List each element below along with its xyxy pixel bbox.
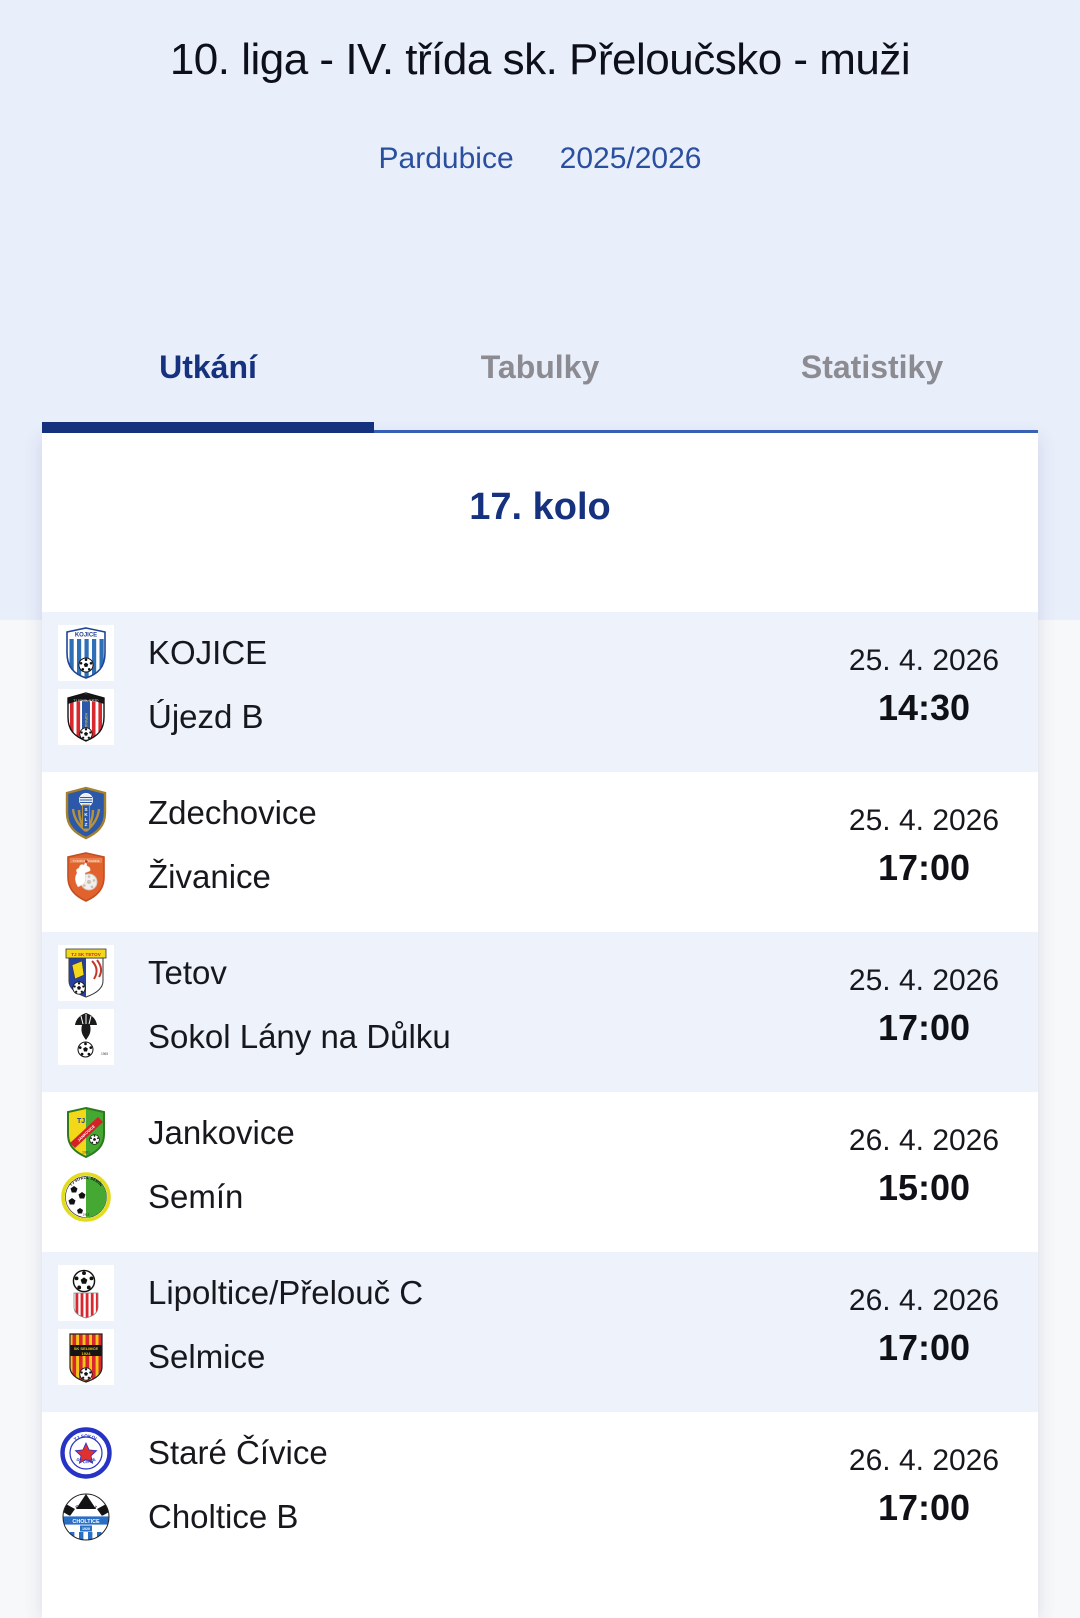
zdechovice-logo [58, 785, 114, 841]
match-date: 26. 4. 2026 [848, 1284, 1000, 1317]
round-title: 17. kolo [469, 486, 611, 528]
match-time: 17:00 [877, 1007, 971, 1048]
teams-column: Jankovice Semín [58, 1092, 824, 1252]
match-datetime: 25. 4. 2026 17:00 [824, 772, 1024, 932]
away-team-name: Újezd B [148, 698, 264, 735]
home-team-name: Lipoltice/Přelouč C [148, 1274, 424, 1311]
fixtures-card: 17. kolo KOJICE Újezd B 25. 4. 2026 14:3… [42, 433, 1038, 1618]
home-team: KOJICE [58, 622, 824, 684]
away-team: Choltice B [58, 1486, 824, 1548]
home-team-name: Jankovice [148, 1114, 295, 1151]
away-team: Živanice [58, 846, 824, 908]
zivanice-logo [58, 849, 114, 905]
match-row[interactable]: Tetov Sokol Lány na Důlku 25. 4. 2026 17… [42, 932, 1038, 1092]
sokol-lany-logo [58, 1009, 114, 1065]
teams-column: KOJICE Újezd B [58, 612, 824, 772]
semin-logo [58, 1169, 114, 1225]
away-team-name: Selmice [148, 1338, 266, 1375]
match-list: KOJICE Újezd B 25. 4. 2026 14:30 Zdechov… [42, 612, 1038, 1572]
home-team-name: Tetov [148, 954, 227, 991]
match-datetime: 26. 4. 2026 15:00 [824, 1092, 1024, 1252]
active-tab-indicator [42, 422, 374, 433]
away-team: Semín [58, 1166, 824, 1228]
match-datetime: 26. 4. 2026 17:00 [824, 1252, 1024, 1412]
home-team: Lipoltice/Přelouč C [58, 1262, 824, 1324]
match-row[interactable]: Lipoltice/Přelouč C Selmice 26. 4. 2026 … [42, 1252, 1038, 1412]
away-team: Sokol Lány na Důlku [58, 1006, 824, 1068]
match-time: 17:00 [877, 1327, 971, 1368]
choltice-logo [58, 1489, 114, 1545]
away-team-name: Choltice B [148, 1498, 299, 1535]
match-time: 17:00 [877, 847, 971, 888]
home-team: Jankovice [58, 1102, 824, 1164]
match-date: 26. 4. 2026 [848, 1444, 1000, 1477]
home-team: Tetov [58, 942, 824, 1004]
away-team-name: Semín [148, 1178, 244, 1215]
tetov-logo [58, 945, 114, 1001]
ujezd-b-logo [58, 689, 114, 745]
match-datetime: 25. 4. 2026 14:30 [824, 612, 1024, 772]
kojice-logo [58, 625, 114, 681]
match-date: 26. 4. 2026 [848, 1124, 1000, 1157]
match-time: 15:00 [877, 1167, 971, 1208]
home-team-name: Zdechovice [148, 794, 317, 831]
match-datetime: 25. 4. 2026 17:00 [824, 932, 1024, 1092]
match-time: 17:00 [877, 1487, 971, 1528]
away-team: Újezd B [58, 686, 824, 748]
home-team-name: Staré Čívice [148, 1434, 328, 1471]
home-team: Zdechovice [58, 782, 824, 844]
away-team: Selmice [58, 1326, 824, 1388]
teams-column: Tetov Sokol Lány na Důlku [58, 932, 824, 1092]
selmice-logo [58, 1329, 114, 1385]
teams-column: Staré Čívice Choltice B [58, 1412, 824, 1572]
match-row[interactable]: Zdechovice Živanice 25. 4. 2026 17:00 [42, 772, 1038, 932]
match-row[interactable]: Staré Čívice Choltice B 26. 4. 2026 17:0… [42, 1412, 1038, 1572]
match-time: 14:30 [877, 687, 971, 728]
tab-bar: Utkání Tabulky Statistiky [42, 336, 1038, 398]
tab-underline [42, 430, 1038, 433]
breadcrumb-links: Pardubice 2025/2026 [0, 140, 1080, 178]
stare-civice-logo [58, 1425, 114, 1481]
away-team-name: Živanice [148, 858, 271, 895]
lipoltice-prelouc-logo [58, 1265, 114, 1321]
match-datetime: 26. 4. 2026 17:00 [824, 1412, 1024, 1572]
match-date: 25. 4. 2026 [848, 644, 1000, 677]
tab-statistiky[interactable]: Statistiky [800, 348, 944, 385]
home-team-name: KOJICE [148, 634, 268, 671]
match-row[interactable]: KOJICE Újezd B 25. 4. 2026 14:30 [42, 612, 1038, 772]
away-team-name: Sokol Lány na Důlku [148, 1018, 451, 1055]
teams-column: Lipoltice/Přelouč C Selmice [58, 1252, 824, 1412]
region-link[interactable]: Pardubice [378, 142, 514, 175]
home-team: Staré Čívice [58, 1422, 824, 1484]
match-row[interactable]: Jankovice Semín 26. 4. 2026 15:00 [42, 1092, 1038, 1252]
tab-utkani[interactable]: Utkání [159, 348, 257, 385]
match-date: 25. 4. 2026 [848, 964, 1000, 997]
tab-underline-track [42, 422, 1038, 433]
jankovice-logo [58, 1105, 114, 1161]
teams-column: Zdechovice Živanice [58, 772, 824, 932]
match-date: 25. 4. 2026 [848, 804, 1000, 837]
tab-tabulky[interactable]: Tabulky [480, 348, 600, 385]
league-title: 10. liga - IV. třída sk. Přeloučsko - mu… [169, 35, 911, 84]
season-link[interactable]: 2025/2026 [559, 142, 702, 175]
